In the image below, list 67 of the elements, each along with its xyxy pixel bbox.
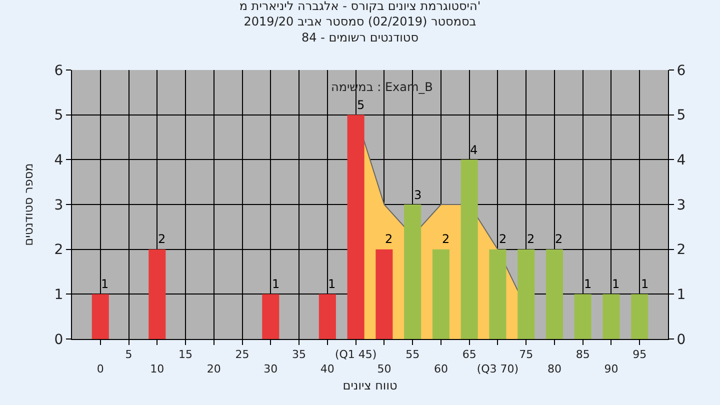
data-label: 4: [470, 143, 478, 157]
data-label: 3: [414, 188, 422, 202]
x-tick-label: 5: [125, 348, 132, 362]
y2-tick-label: 0: [676, 332, 686, 348]
bar: [489, 249, 506, 339]
bar: [574, 294, 592, 339]
bar: [262, 294, 280, 339]
y-tick-label: 2: [54, 242, 64, 258]
data-label: 1: [101, 277, 109, 291]
x-tick-label: 20: [206, 362, 221, 376]
data-label: 2: [499, 232, 507, 246]
data-label: 1: [328, 277, 336, 291]
bar: [318, 294, 336, 339]
x-tick-label: 25: [235, 348, 250, 362]
y-tick-label: 3: [54, 197, 64, 214]
x-tick-label: 75: [519, 348, 534, 362]
y-axis-title: מספר סטודנטים: [22, 163, 36, 246]
data-label: 2: [158, 232, 166, 246]
y2-tick-label: 3: [676, 197, 686, 214]
y-tick-label: 4: [54, 152, 64, 169]
bar: [92, 294, 109, 339]
x-tick-label: 65: [462, 348, 476, 362]
y2-tick-label: 6: [676, 62, 686, 79]
bar: [148, 249, 166, 339]
bar: [404, 204, 422, 339]
data-label: 2: [527, 232, 535, 246]
data-label: 1: [612, 277, 620, 291]
x-tick-label: 30: [264, 362, 278, 376]
y-tick-label: 6: [54, 62, 64, 79]
x-tick-label: 15: [178, 348, 193, 362]
data-label: 1: [272, 277, 280, 291]
y2-tick-label: 5: [676, 108, 686, 124]
chart-title: היסטוגרמת ציונים בקורס - אלגברה ליניארית מ' בסמסטר (02/2019) סמסטר אביב 2019/20 סטודנטים רשומים - 84: [239, 0, 481, 44]
x-tick-label: 55: [406, 348, 420, 362]
x-tick-label: 80: [547, 362, 562, 376]
bar: [432, 249, 450, 339]
bar: [518, 249, 535, 339]
x-tick-label: (Q3 70): [476, 362, 519, 376]
y-tick-label: 5: [54, 108, 64, 124]
x-tick-label: 85: [576, 348, 590, 362]
x-tick-label: 50: [377, 362, 392, 376]
data-label: 1: [641, 277, 649, 291]
x-tick-label: 35: [292, 348, 306, 362]
x-tick-label: 40: [320, 362, 334, 376]
x-axis-title: טווח ציונים: [342, 378, 398, 392]
x-tick-label: 95: [632, 348, 647, 362]
bar: [347, 114, 364, 339]
data-label: 2: [385, 232, 393, 246]
data-label: 1: [584, 277, 592, 291]
y-tick-label: 1: [54, 287, 64, 304]
bar: [546, 249, 563, 339]
bar: [631, 294, 648, 339]
y2-tick-label: 4: [676, 152, 686, 169]
bar: [460, 160, 478, 339]
y2-tick-label: 2: [676, 242, 686, 258]
data-label: 2: [555, 232, 563, 246]
x-tick-label: 0: [96, 362, 104, 376]
data-label: 5: [357, 98, 365, 112]
y2-tick-label: 1: [676, 287, 686, 304]
data-label: 2: [442, 232, 450, 246]
bar: [602, 294, 620, 339]
x-tick-label: 60: [434, 362, 448, 376]
x-tick-label: 90: [604, 362, 618, 376]
bar: [376, 249, 393, 339]
x-tick-label: (Q1 45): [334, 348, 377, 362]
x-tick-label: 10: [150, 362, 164, 376]
y-tick-label: 0: [54, 332, 64, 348]
